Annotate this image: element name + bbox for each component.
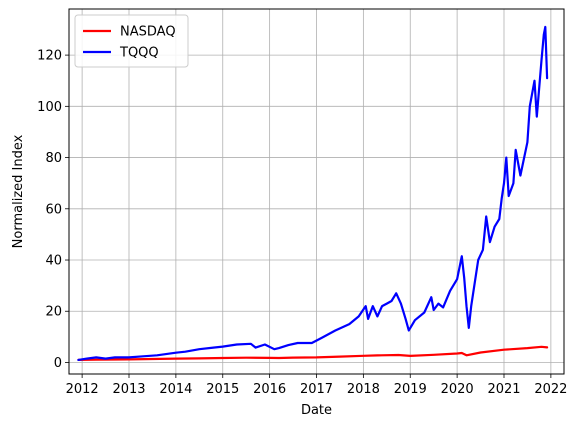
x-tick-label: 2017 [300, 382, 333, 397]
legend-box [74, 14, 189, 68]
y-tick-label: 80 [45, 151, 62, 166]
y-axis-title: Normalized Index [11, 134, 26, 248]
legend: NASDAQ TQQQ [74, 14, 189, 68]
x-tick-label: 2013 [112, 382, 145, 397]
x-tick-label: 2016 [253, 382, 286, 397]
x-tick-label: 2015 [206, 382, 239, 397]
series-line-tqqq [77, 25, 549, 361]
x-tick-label: 2021 [487, 382, 520, 397]
x-tick-label: 2019 [394, 382, 427, 397]
x-tick-label: 2014 [159, 382, 192, 397]
y-tick-label: 100 [37, 100, 62, 115]
grid [69, 9, 564, 374]
y-tick-label: 60 [45, 202, 62, 217]
x-tick-label: 2022 [534, 382, 567, 397]
legend-label: TQQQ [119, 46, 159, 61]
series-line-nasdaq [77, 345, 549, 361]
y-tick-label: 40 [45, 254, 62, 269]
legend-label: NASDAQ [120, 25, 176, 40]
y-axis: 0 20 40 60 80 100 120 [37, 49, 69, 371]
y-tick-label: 120 [37, 49, 62, 64]
x-tick-label: 2012 [66, 382, 99, 397]
y-tick-label: 0 [54, 356, 62, 371]
x-axis: 2012 2013 2014 2015 2016 2017 2018 2019 2020 2021… [66, 374, 567, 397]
x-tick-label: 2020 [441, 382, 474, 397]
x-tick-label: 2018 [347, 382, 380, 397]
x-axis-title: Date [301, 403, 332, 418]
series-lines [77, 25, 549, 361]
y-tick-label: 20 [45, 305, 62, 320]
